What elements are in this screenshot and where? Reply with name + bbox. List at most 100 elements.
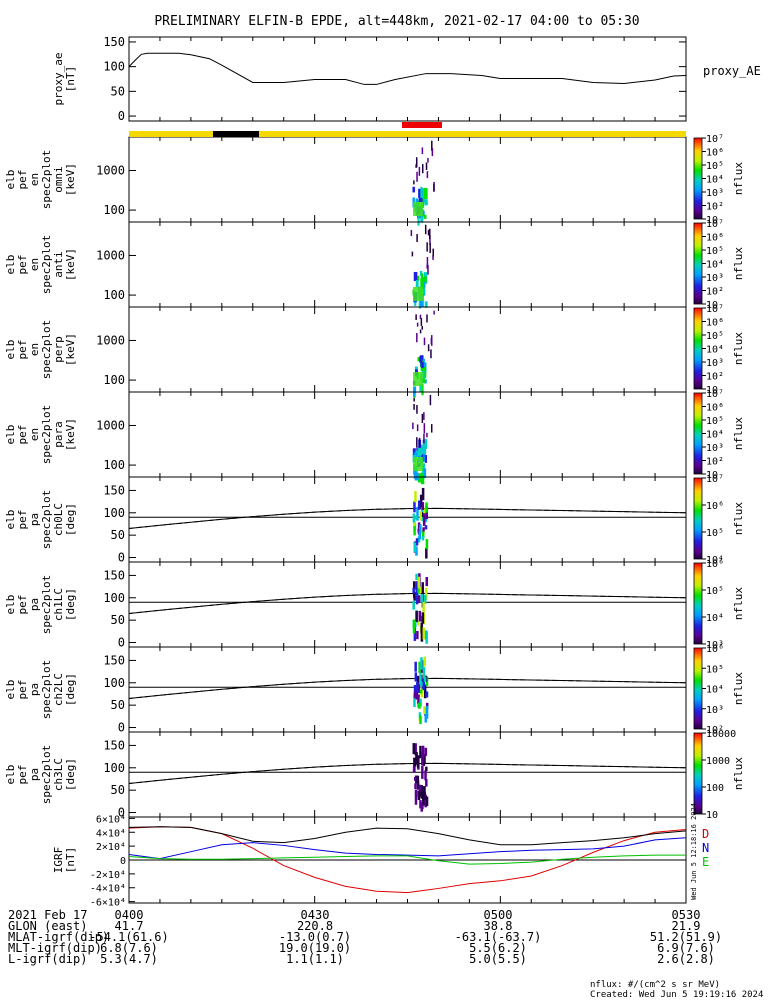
spectrogram-speckle xyxy=(420,317,423,326)
spectrogram-speckle xyxy=(411,251,414,257)
colorbar-tick-label: 10⁴ xyxy=(706,685,724,696)
colorbar-tick-label: 10⁴ xyxy=(706,613,724,624)
colorbar-tick-label: 10⁶ xyxy=(706,501,724,512)
spectrogram-cell xyxy=(424,525,428,530)
spectrogram-cell xyxy=(422,527,425,532)
spectrogram-cell xyxy=(420,631,424,642)
y-axis-label: [nT] xyxy=(64,66,77,93)
spectrogram-cell xyxy=(420,803,423,812)
spectrogram-speckle xyxy=(429,394,432,406)
colorbar-tick-label: 10³ xyxy=(706,188,724,199)
spectrogram-cell xyxy=(413,520,416,532)
spectrogram-speckle xyxy=(412,422,414,430)
spectrogram-cell xyxy=(418,610,422,622)
y-tick-label: -2×10⁴ xyxy=(90,870,126,881)
spectrogram-cell xyxy=(417,694,420,704)
panel-perp: elb pef en spec2plot perp [keV] 100 1000 10 10² 10… xyxy=(4,304,745,398)
spectrogram-cell xyxy=(419,524,422,534)
spectrogram-speckle xyxy=(429,243,431,254)
panel-frame xyxy=(128,646,687,733)
spectrogram-speckle xyxy=(427,229,430,236)
spectrogram-cell xyxy=(413,386,417,394)
spectrogram-speckle xyxy=(431,140,433,151)
spectrogram-cell xyxy=(413,526,416,536)
y-tick-label: 100 xyxy=(103,288,125,302)
colorbar-label: nflux xyxy=(732,162,745,195)
spectrogram-speckle xyxy=(427,344,430,352)
colorbar-tick-label: 10⁴ xyxy=(706,175,724,186)
y-axis-label: pa xyxy=(28,768,41,781)
spectrogram-cell xyxy=(417,357,422,362)
colorbar-tick-label: 10⁶ xyxy=(706,403,724,414)
spectrogram-cell xyxy=(421,463,426,474)
y-tick-label: 50 xyxy=(111,613,125,627)
y-tick-label: 150 xyxy=(103,738,125,752)
spectrogram-cell xyxy=(422,761,426,766)
spectrogram-cell xyxy=(414,783,417,790)
spectrogram-cell xyxy=(415,198,419,206)
y-axis-label: en xyxy=(28,258,41,271)
spectrogram-cell xyxy=(412,600,415,610)
spectrogram-cell xyxy=(421,535,425,541)
spectrogram-cell xyxy=(423,706,426,715)
spectrogram-cell xyxy=(415,753,418,762)
y-tick-label: 6×10⁴ xyxy=(96,814,126,825)
y-tick-label: 150 xyxy=(103,653,125,667)
legend-d: D xyxy=(702,827,709,841)
y-axis-label: elb xyxy=(4,255,17,275)
spectrogram-cell xyxy=(419,494,423,508)
colorbar-tick-label: 10³ xyxy=(706,640,724,651)
y-axis-label: elb xyxy=(4,170,17,190)
spectrogram-cell xyxy=(416,506,419,521)
spectrogram-cell xyxy=(412,186,416,193)
spectrogram-cell xyxy=(423,188,428,200)
spectrogram-speckle xyxy=(416,322,419,327)
spectrogram-cell xyxy=(424,710,428,723)
spectrogram-cell xyxy=(414,776,417,782)
spectrogram-cell xyxy=(423,468,427,478)
orbit-cell: 6.8(7.6) xyxy=(100,941,158,955)
spectrogram-cell xyxy=(417,447,421,457)
y-tick-label: 0 xyxy=(118,109,125,123)
igrf-line-n xyxy=(128,837,687,860)
y-axis-label: pef xyxy=(16,510,29,530)
colorbar xyxy=(693,477,703,560)
panel-frame xyxy=(128,561,687,648)
spectrogram-cell xyxy=(418,784,422,792)
y-tick-label: 100 xyxy=(103,373,125,387)
spectrogram-cell xyxy=(419,511,422,521)
colorbar-tick-label: 10⁴ xyxy=(706,345,724,356)
spectrogram-cell xyxy=(421,502,425,510)
status-bar-red xyxy=(402,122,442,128)
orbit-cell: 0430 xyxy=(301,908,330,922)
spectrogram-speckle xyxy=(429,234,431,246)
y-tick-label: 1000 xyxy=(96,248,125,262)
y-axis-label: [keV] xyxy=(64,333,77,366)
spectrogram-cell xyxy=(423,684,427,699)
spectrogram-cell xyxy=(414,661,417,672)
spectrogram-cell xyxy=(413,271,418,282)
colorbar-tick-label: 10⁴ xyxy=(706,555,724,566)
spectrogram-cell xyxy=(418,188,422,198)
y-tick-label: 0 xyxy=(118,721,125,735)
spectrogram-cell xyxy=(413,501,416,513)
spectrogram-cell xyxy=(418,531,422,540)
colorbar-tick-label: 10⁷ xyxy=(706,219,724,230)
spectrogram-speckle xyxy=(423,337,426,346)
spectrogram-cell xyxy=(424,379,427,384)
spectrogram-cell xyxy=(418,586,422,594)
spectrogram-speckle xyxy=(418,437,421,447)
colorbar xyxy=(693,307,703,390)
spectrogram-core xyxy=(413,287,423,301)
colorbar-tick-label: 10² xyxy=(706,202,724,213)
y-axis-label: IGRF xyxy=(52,847,65,874)
y-tick-label: 150 xyxy=(103,568,125,582)
spectrogram-cell xyxy=(423,439,428,449)
spectrogram-cell xyxy=(413,758,417,767)
y-axis-label: pef xyxy=(16,765,29,785)
spectrogram-cell xyxy=(421,680,424,689)
spectrogram-speckle xyxy=(423,412,425,420)
spectrogram-speckle xyxy=(416,171,418,182)
spectrogram-cell xyxy=(424,587,428,601)
